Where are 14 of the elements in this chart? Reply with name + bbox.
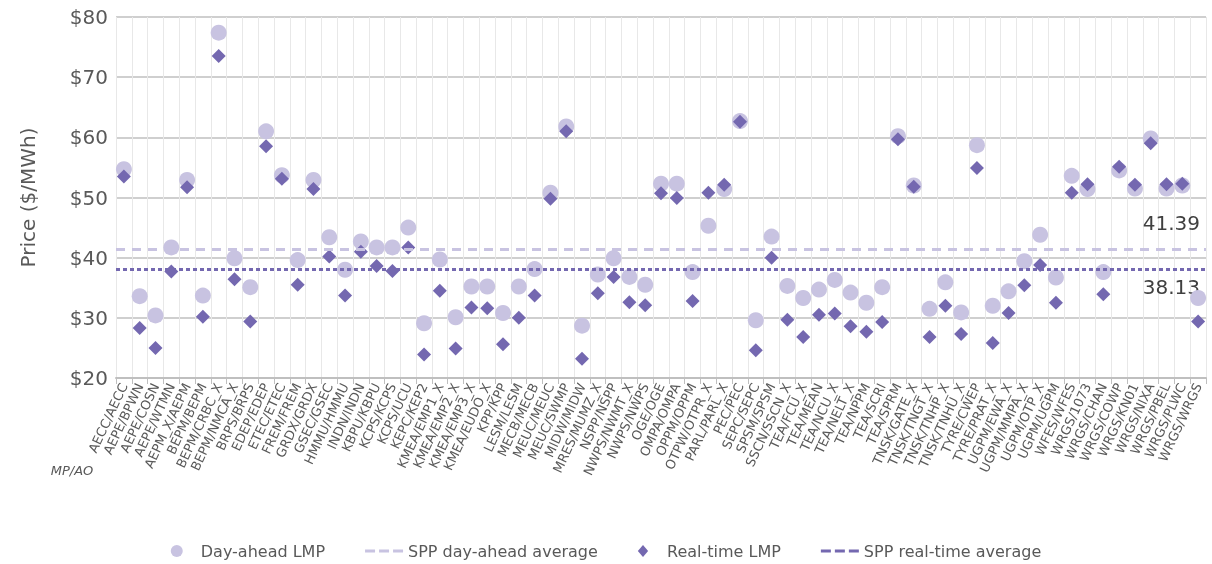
y-tick-label: $50 (69, 185, 108, 210)
y-tick-label: $30 (69, 305, 108, 330)
y-axis-title: Price ($/MWh) (16, 127, 40, 268)
y-tick-label: $70 (69, 65, 108, 90)
legend-label: SPP real-time average (863, 541, 1042, 561)
legend-label: Day-ahead LMP (200, 541, 326, 561)
annotation: 41.39 (1142, 211, 1201, 236)
y-tick-label: $60 (69, 125, 108, 150)
y-tick-label: $40 (69, 245, 108, 270)
legend-label: SPP day-ahead average (408, 541, 598, 561)
legend-label: Real-time LMP (667, 541, 782, 561)
x-axis-title: MP/AO (50, 462, 94, 478)
y-tick-label: $80 (69, 5, 108, 29)
annotation: 38.13 (1142, 274, 1201, 299)
